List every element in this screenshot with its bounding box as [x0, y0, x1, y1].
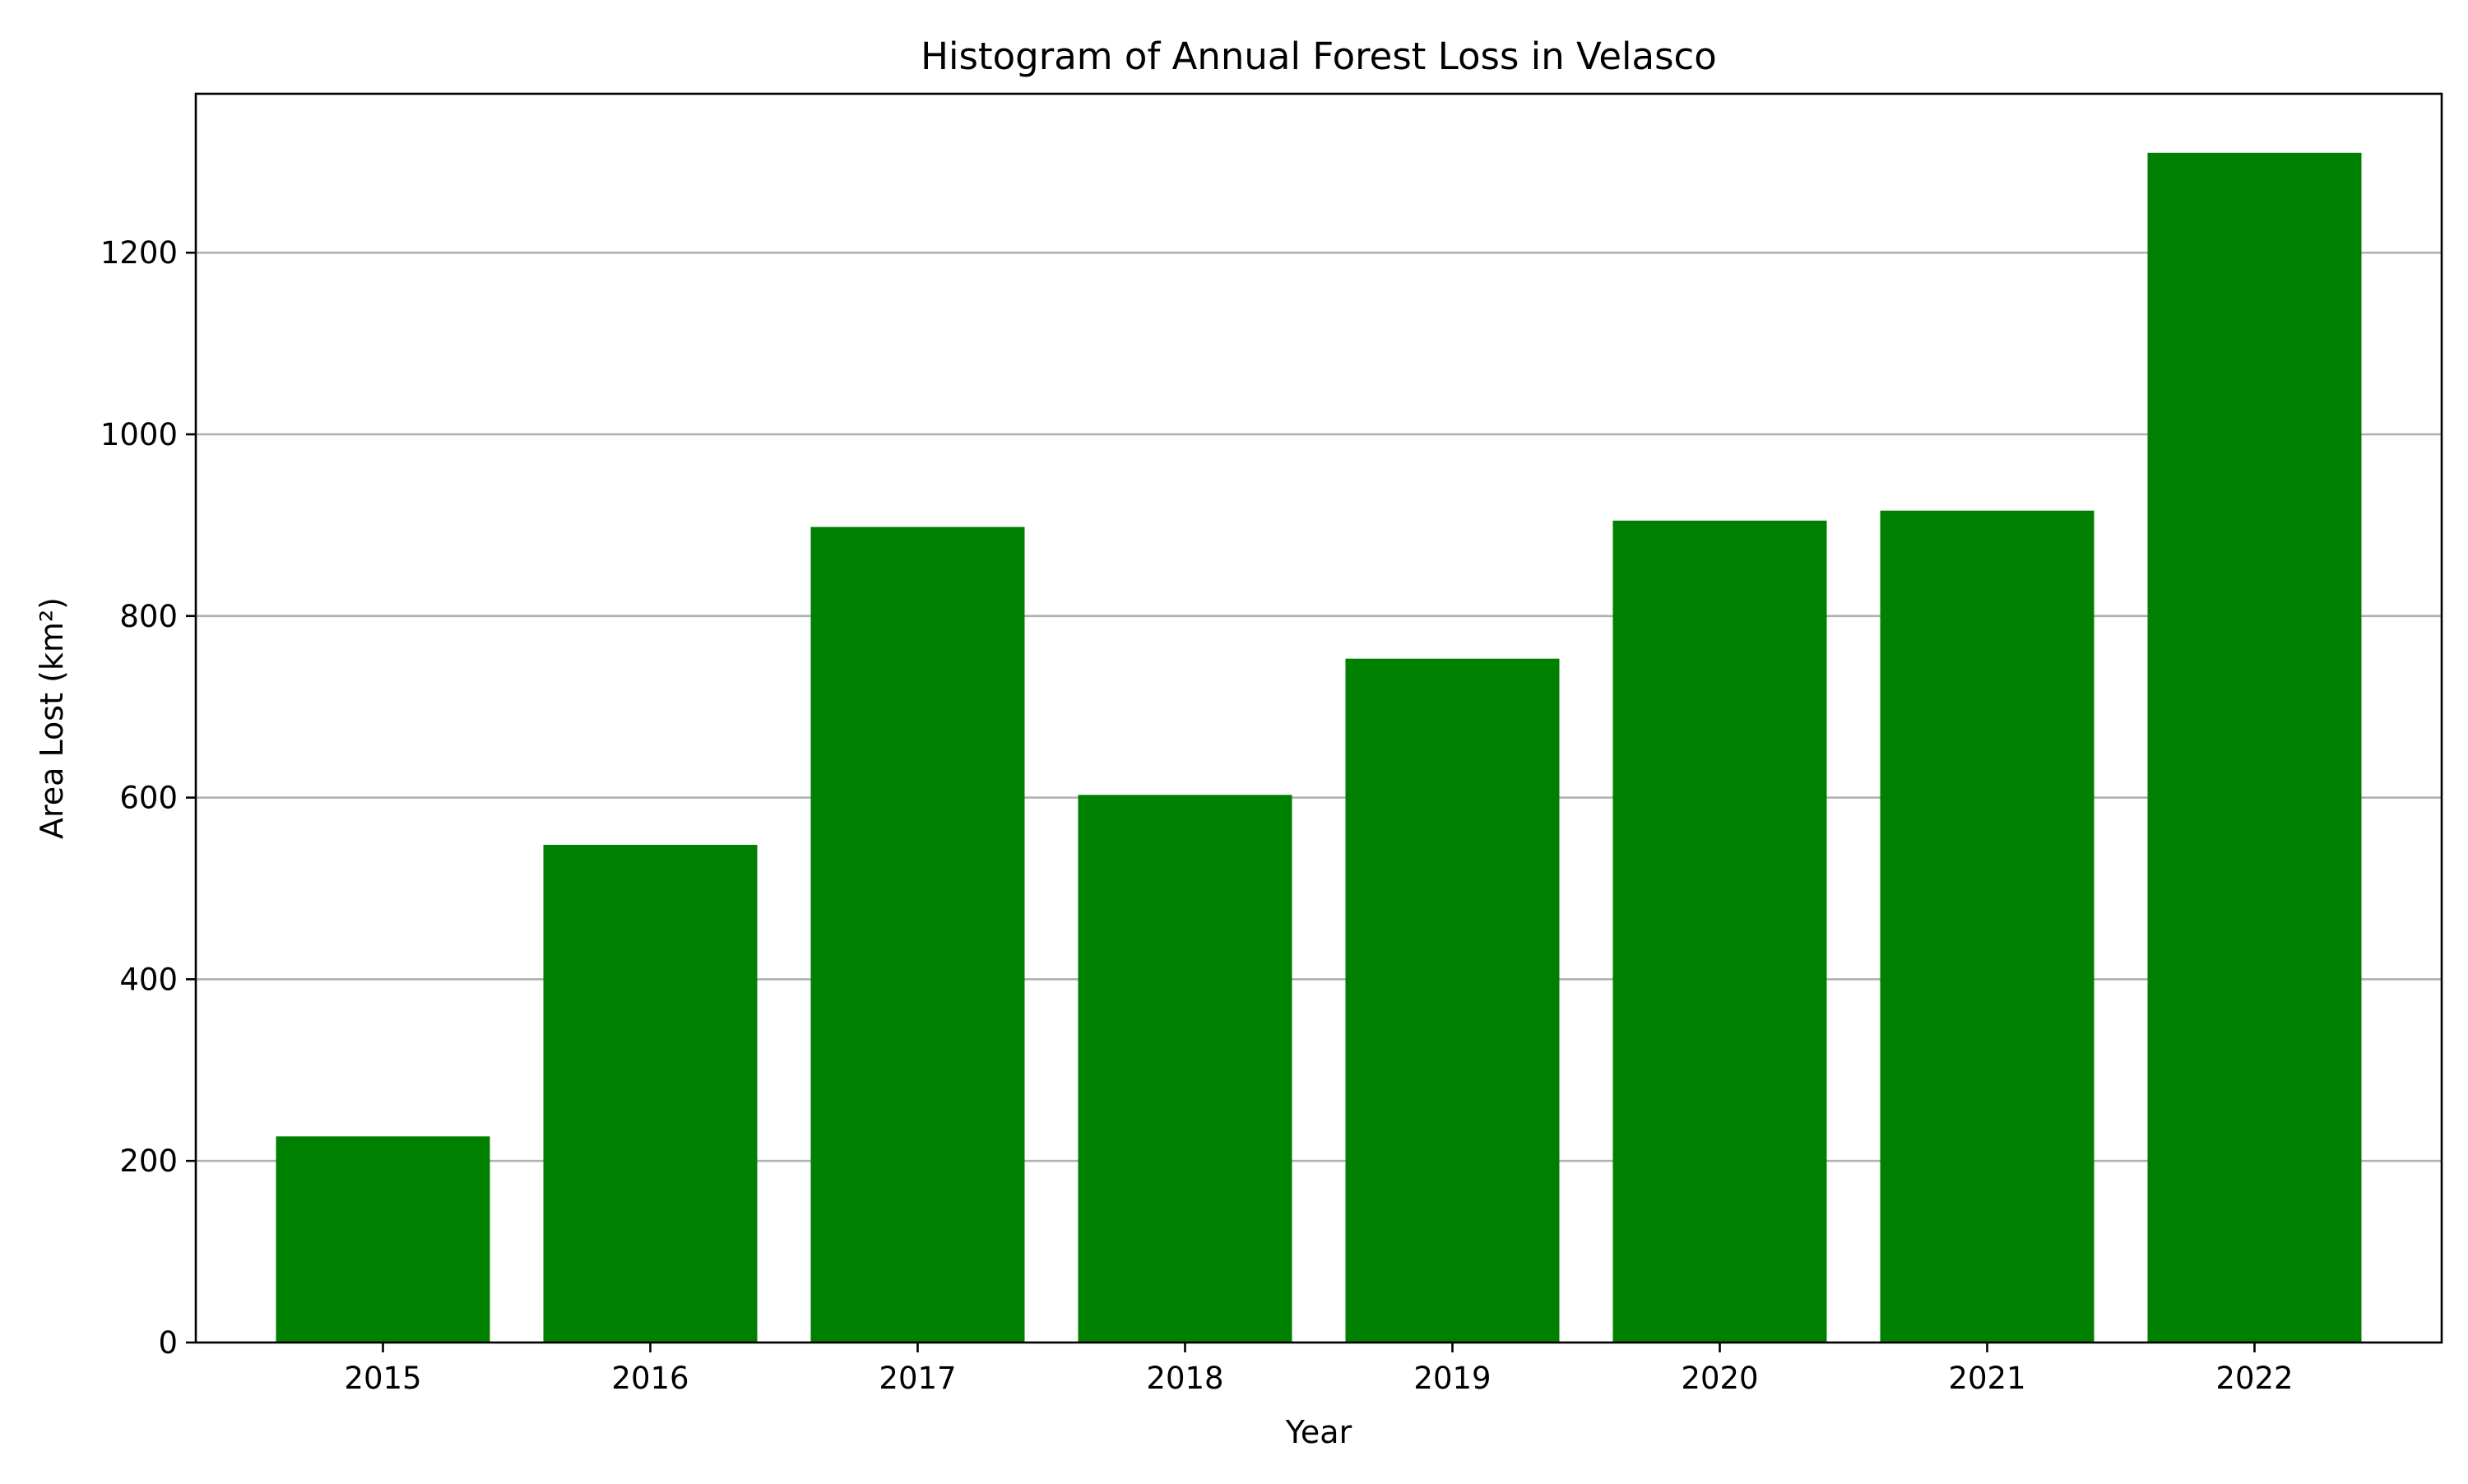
x-axis-label: Year — [1285, 1414, 1352, 1450]
x-tick-label: 2020 — [1681, 1361, 1758, 1396]
y-tick-label: 800 — [119, 599, 178, 634]
bar-2018 — [1078, 795, 1292, 1343]
grid-lines — [196, 251, 2442, 1344]
y-tick-label: 1000 — [100, 417, 178, 452]
x-tick-label: 2021 — [1948, 1361, 2025, 1396]
x-tick-label: 2019 — [1413, 1361, 1491, 1396]
plot-frame — [194, 92, 2443, 1344]
y-axis-label: Area Lost (km²) — [34, 597, 70, 839]
y-tick-label: 600 — [119, 781, 178, 816]
bar-2021 — [1880, 510, 2095, 1343]
bar-2022 — [2147, 152, 2362, 1343]
x-tick-label: 2018 — [1146, 1361, 1223, 1396]
y-tick-label: 0 — [158, 1325, 178, 1361]
axis-ticks: 0 200 400 600 800 1000 1200 2015 2016 2017 2018 201… — [100, 235, 2294, 1396]
x-tick-label: 2016 — [611, 1361, 689, 1396]
y-tick-label: 200 — [119, 1143, 178, 1179]
bar-2016 — [543, 845, 758, 1343]
x-tick-label: 2015 — [344, 1361, 421, 1396]
x-tick-label: 2022 — [2215, 1361, 2293, 1396]
bar-2019 — [1345, 658, 1560, 1343]
bar-2017 — [810, 526, 1025, 1343]
y-tick-label: 400 — [119, 962, 178, 997]
chart-title: Histogram of Annual Forest Loss in Velas… — [921, 35, 1717, 78]
bar-2015 — [276, 1136, 490, 1343]
y-tick-label: 1200 — [100, 235, 178, 271]
bar-2020 — [1612, 520, 1827, 1343]
x-tick-label: 2017 — [879, 1361, 956, 1396]
bars — [276, 152, 2362, 1343]
